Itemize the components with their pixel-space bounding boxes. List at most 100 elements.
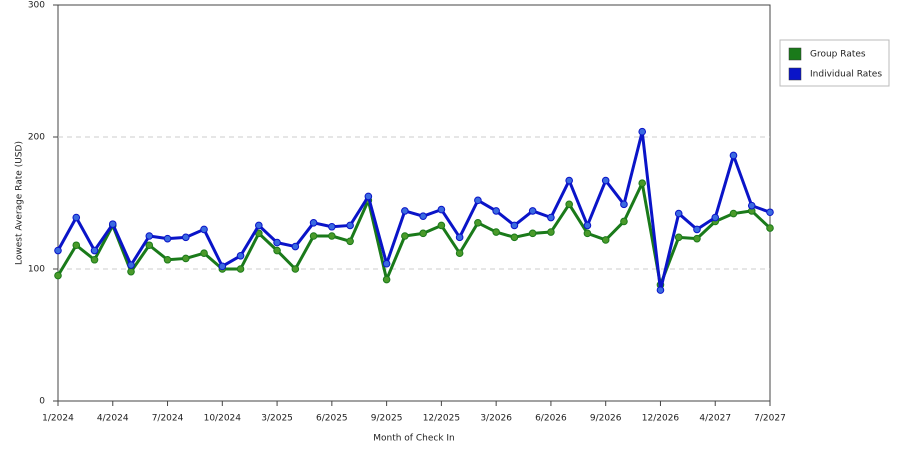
data-point <box>328 222 336 231</box>
legend-swatch <box>788 67 802 81</box>
x-tick-label: 12/2025 <box>423 414 460 424</box>
data-point <box>309 219 318 227</box>
x-tick-label: 7/2027 <box>754 414 786 424</box>
data-point <box>236 265 245 273</box>
data-point <box>291 265 300 273</box>
data-point <box>528 207 537 215</box>
series-line <box>56 130 771 292</box>
data-point <box>492 228 500 236</box>
x-tick-label: 7/2024 <box>152 414 184 424</box>
data-point <box>601 236 610 244</box>
data-point <box>328 232 336 240</box>
data-point <box>401 207 409 215</box>
data-point <box>528 229 537 238</box>
data-point <box>163 255 172 264</box>
data-point <box>565 200 573 209</box>
data-point <box>474 219 482 227</box>
legend-swatch <box>788 47 802 61</box>
x-tick-label: 1/2024 <box>42 414 74 424</box>
data-point <box>401 232 409 240</box>
data-point <box>583 229 592 238</box>
data-point <box>108 220 117 228</box>
data-point <box>218 262 227 271</box>
data-point <box>437 205 446 214</box>
data-point <box>455 233 464 242</box>
data-point <box>382 275 391 284</box>
x-tick-label: 10/2024 <box>204 414 242 424</box>
x-tick-label: 3/2025 <box>261 414 293 424</box>
x-tick-label: 3/2026 <box>480 414 512 424</box>
data-point <box>510 221 519 230</box>
data-point <box>419 212 427 220</box>
y-tick-label: 0 <box>39 397 45 407</box>
x-axis-label: Month of Check In <box>373 434 455 444</box>
data-point <box>638 179 647 187</box>
data-point <box>674 233 683 242</box>
data-point <box>200 225 208 234</box>
data-point <box>346 221 354 230</box>
data-point <box>419 229 427 238</box>
x-tick-label: 6/2026 <box>535 414 567 424</box>
data-point <box>346 237 354 246</box>
data-point <box>364 192 373 201</box>
data-point <box>236 252 245 260</box>
data-point <box>145 232 154 240</box>
y-tick-label: 100 <box>28 265 45 275</box>
data-point <box>711 213 720 222</box>
data-point <box>255 221 263 230</box>
data-point <box>90 255 99 264</box>
y-tick-label: 300 <box>28 1 45 11</box>
data-point <box>145 241 154 250</box>
data-point <box>674 209 683 218</box>
legend-label: Individual Rates <box>810 70 882 80</box>
series-line <box>56 181 772 287</box>
data-point <box>437 221 446 230</box>
data-point <box>565 176 573 185</box>
data-point <box>54 271 62 280</box>
data-point <box>200 249 208 257</box>
data-point <box>72 241 81 250</box>
x-tick-label: 9/2026 <box>590 414 622 424</box>
data-point <box>455 249 464 257</box>
data-point <box>291 242 300 251</box>
data-point <box>510 233 519 242</box>
x-tick-label: 9/2025 <box>371 414 403 424</box>
legend-label: Group Rates <box>810 50 866 60</box>
data-point <box>382 259 391 268</box>
data-point <box>309 232 318 240</box>
x-tick-label: 6/2025 <box>316 414 348 424</box>
data-point <box>90 246 99 255</box>
x-tick-label: 12/2026 <box>642 414 680 424</box>
data-point <box>54 246 62 255</box>
data-point <box>601 176 610 185</box>
data-point <box>693 234 701 243</box>
data-point <box>127 261 135 269</box>
data-point <box>181 254 190 263</box>
data-point <box>127 267 135 276</box>
data-point <box>273 246 281 255</box>
data-point <box>766 208 774 217</box>
data-point <box>766 224 774 232</box>
data-point <box>492 207 500 215</box>
data-point <box>693 225 701 234</box>
data-point <box>638 127 647 136</box>
y-tick-label: 200 <box>28 133 45 143</box>
plot-area <box>57 4 771 402</box>
data-point <box>474 196 482 205</box>
data-point <box>620 217 628 226</box>
data-point <box>181 233 190 242</box>
data-point <box>620 200 628 209</box>
y-axis-label: Lowest Average Rate (USD) <box>15 141 25 265</box>
data-point <box>547 213 555 222</box>
data-point <box>729 151 738 160</box>
x-tick-label: 4/2027 <box>699 414 731 424</box>
data-point <box>747 201 756 210</box>
data-point <box>163 234 172 243</box>
data-point <box>547 228 555 236</box>
data-point <box>583 221 592 230</box>
x-tick-label: 4/2024 <box>97 414 129 424</box>
data-point <box>273 238 281 247</box>
data-point <box>729 209 738 218</box>
data-point <box>656 286 665 294</box>
